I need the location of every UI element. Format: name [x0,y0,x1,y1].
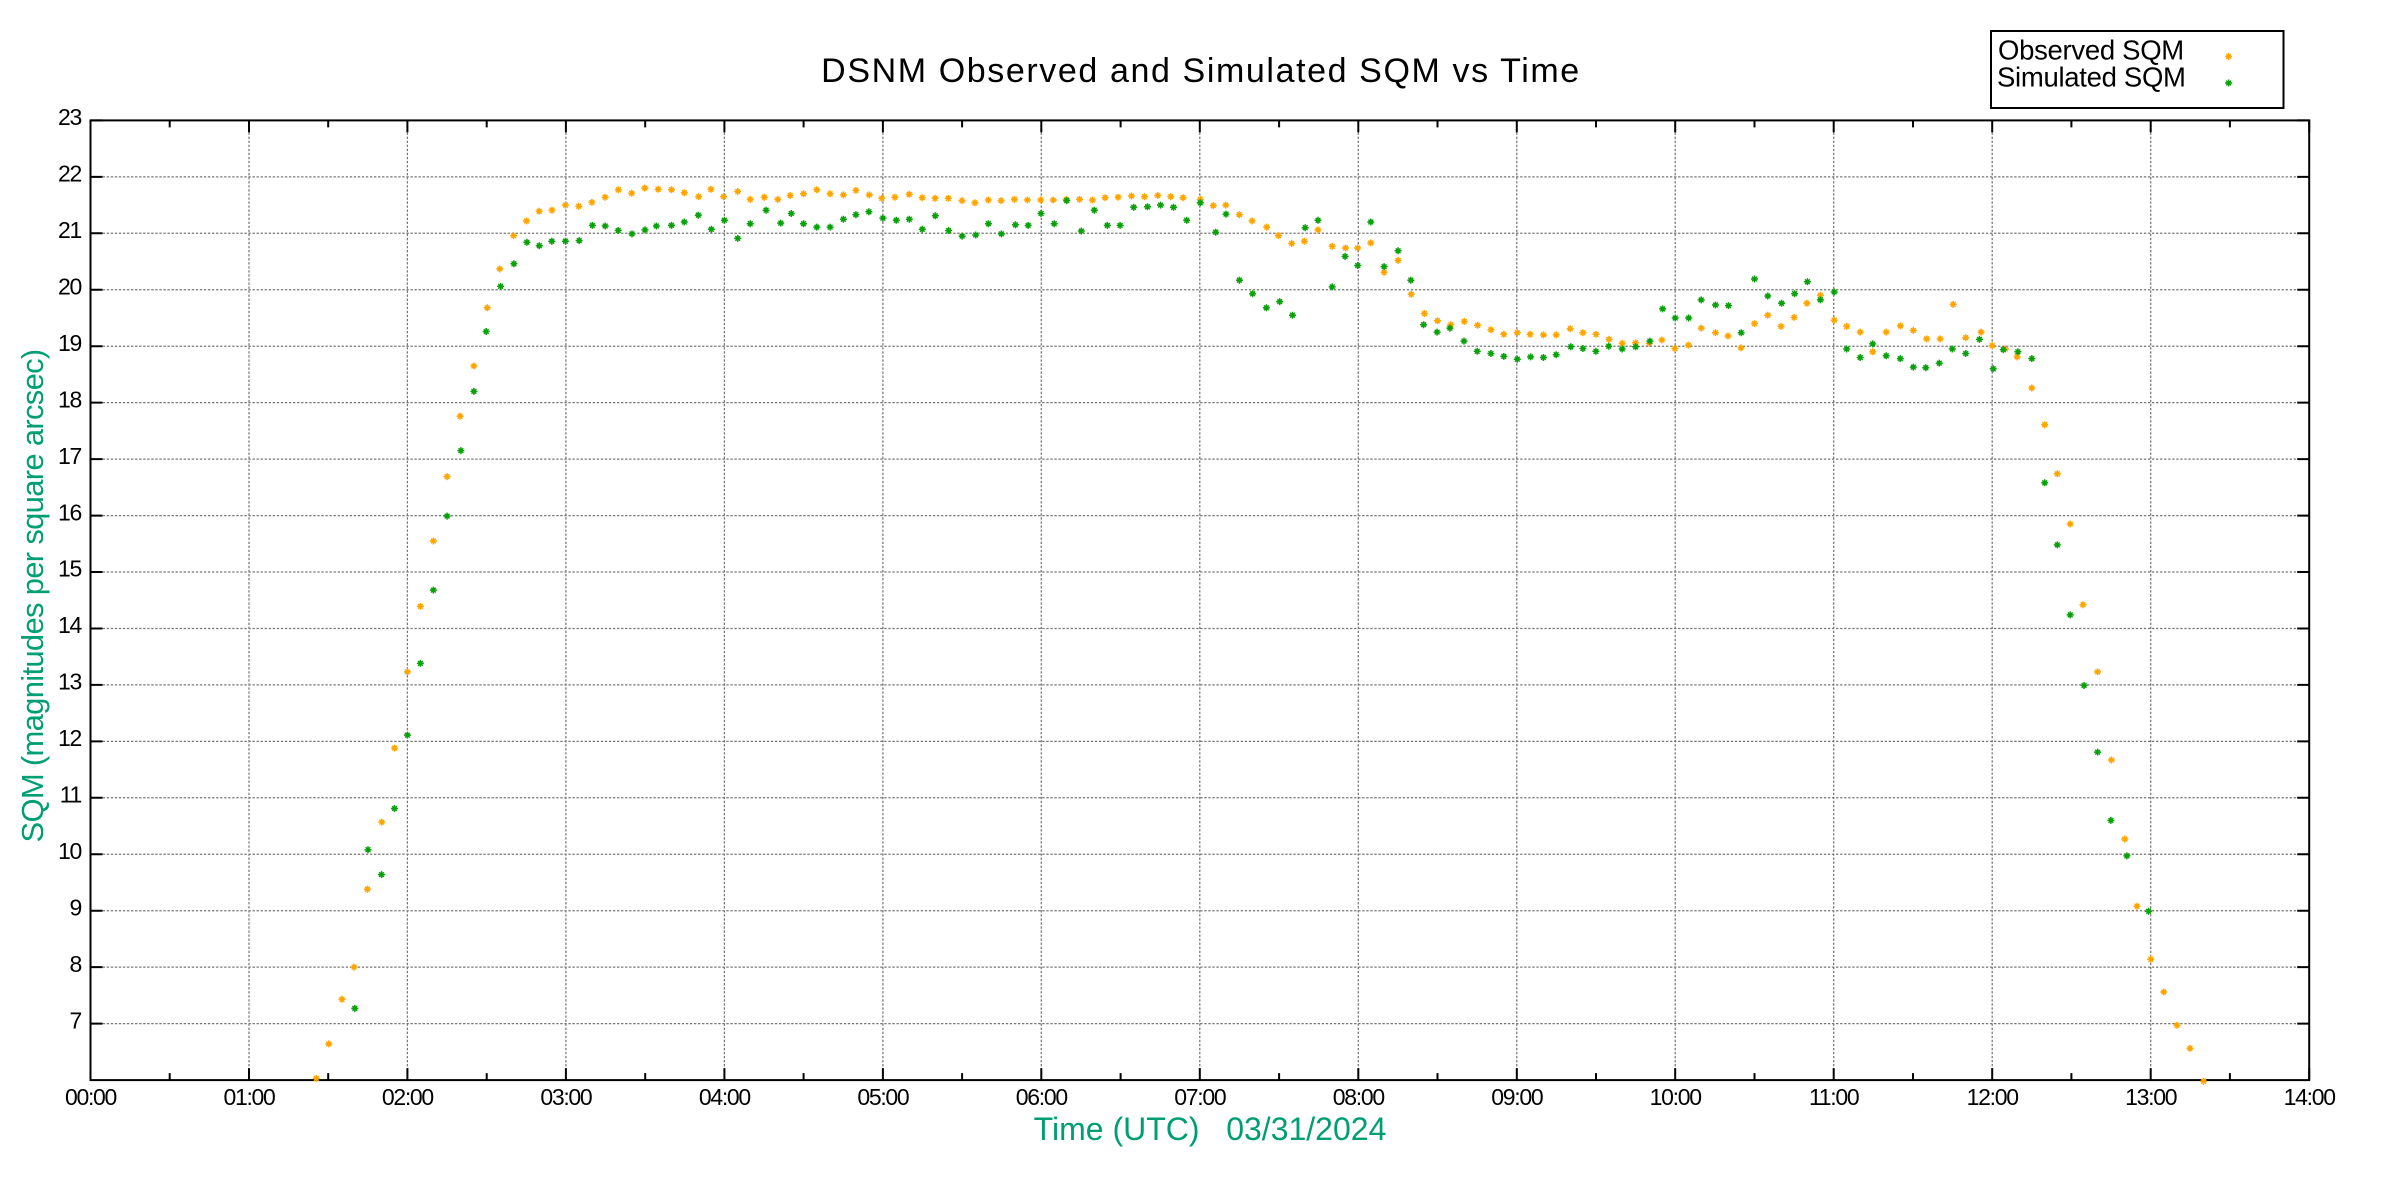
svg-text:7: 7 [70,1007,82,1033]
svg-text:13:00: 13:00 [2125,1084,2177,1110]
svg-text:23: 23 [58,104,81,130]
svg-text:12:00: 12:00 [1967,1084,2019,1110]
svg-text:SQM (magnitudes per square arc: SQM (magnitudes per square arcsec) [15,349,50,842]
svg-text:Simulated SQM: Simulated SQM [1997,62,2186,93]
svg-text:14:00: 14:00 [2284,1084,2336,1110]
svg-text:14: 14 [58,612,82,638]
svg-text:21: 21 [58,217,81,243]
svg-text:05:00: 05:00 [857,1084,909,1110]
svg-text:8: 8 [70,951,82,977]
svg-text:10:00: 10:00 [1650,1084,1702,1110]
svg-text:10: 10 [58,838,81,864]
svg-text:03:00: 03:00 [540,1084,592,1110]
svg-text:02:00: 02:00 [382,1084,434,1110]
svg-text:07:00: 07:00 [1174,1084,1226,1110]
svg-text:DSNM Observed and Simulated SQ: DSNM Observed and Simulated SQM vs Time [821,52,1581,90]
svg-text:20: 20 [58,274,81,300]
svg-text:11:00: 11:00 [1809,1084,1859,1110]
svg-text:13: 13 [58,669,81,695]
svg-text:Time (UTC) 03/31/2024: Time (UTC) 03/31/2024 [1034,1111,1387,1147]
svg-text:01:00: 01:00 [223,1084,275,1110]
svg-text:19: 19 [58,330,81,356]
svg-text:12: 12 [58,725,81,751]
svg-text:15: 15 [58,556,81,582]
svg-text:22: 22 [58,161,81,187]
svg-text:18: 18 [58,386,81,412]
svg-text:16: 16 [58,499,81,525]
svg-text:00:00: 00:00 [65,1084,117,1110]
svg-text:17: 17 [58,443,81,469]
svg-text:09:00: 09:00 [1491,1084,1543,1110]
svg-text:Observed SQM: Observed SQM [1998,35,2184,66]
svg-text:9: 9 [70,894,82,920]
svg-text:04:00: 04:00 [699,1084,751,1110]
svg-text:11: 11 [60,782,82,808]
svg-text:08:00: 08:00 [1333,1084,1385,1110]
svg-text:06:00: 06:00 [1016,1084,1068,1110]
